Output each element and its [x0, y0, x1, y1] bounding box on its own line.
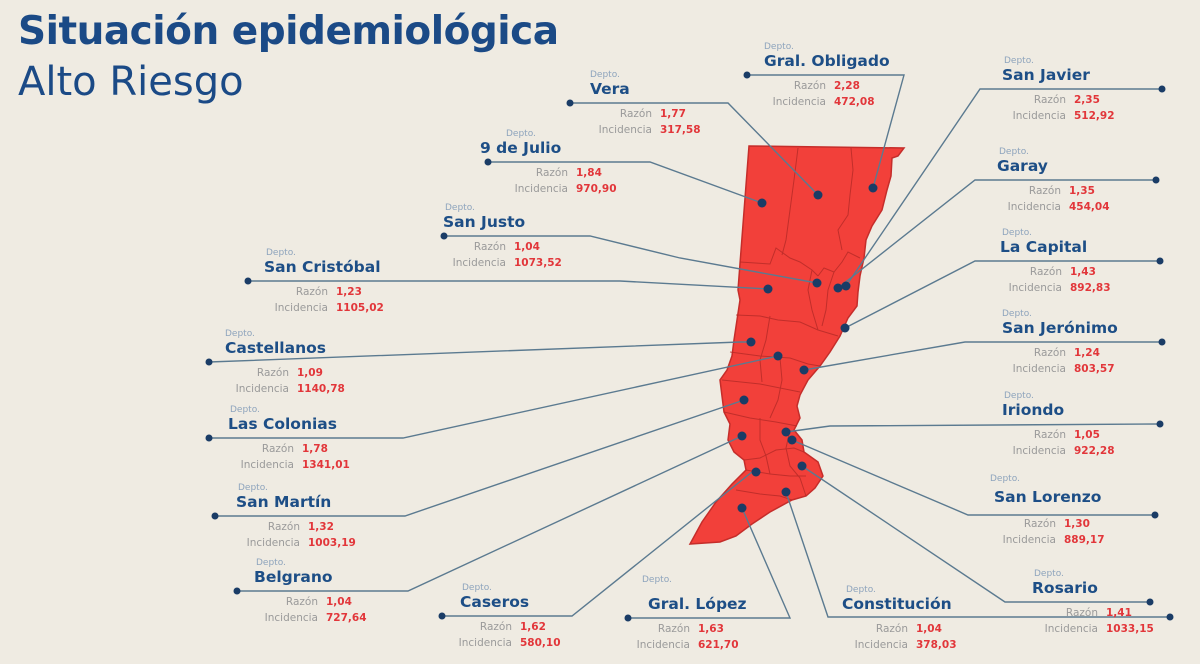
dept-name: La Capital — [1000, 238, 1088, 256]
dept-name: Las Colonias — [228, 415, 337, 433]
dept-name: Caseros — [460, 593, 530, 611]
dept-name: Vera — [590, 80, 630, 98]
dept-name: San Lorenzo — [994, 488, 1102, 506]
dept-name: Gral. Obligado — [764, 52, 890, 70]
dept-name: 9 de Julio — [480, 139, 562, 157]
santa-fe-province-shape — [688, 145, 906, 545]
dept-name: Rosario — [1032, 579, 1098, 597]
dept-name: Castellanos — [225, 339, 326, 357]
dept-name: San Jerónimo — [1002, 319, 1118, 337]
dept-name: San Martín — [236, 493, 332, 511]
dept-name: Gral. López — [648, 595, 747, 613]
page-subtitle: Alto Riesgo — [18, 59, 244, 105]
dept-name: Constitución — [842, 595, 952, 613]
dept-name: San Justo — [443, 213, 526, 231]
page-title: Situación epidemiológica — [18, 9, 559, 54]
dept-name: Garay — [997, 157, 1048, 175]
map-dots — [737, 183, 878, 513]
dept-name: San Javier — [1002, 66, 1090, 84]
dept-name: San Cristóbal — [264, 258, 381, 276]
label-dots — [205, 71, 1174, 622]
connector-lines — [208, 74, 1170, 619]
dept-name: Belgrano — [254, 568, 333, 586]
dept-name: Iriondo — [1002, 401, 1065, 419]
